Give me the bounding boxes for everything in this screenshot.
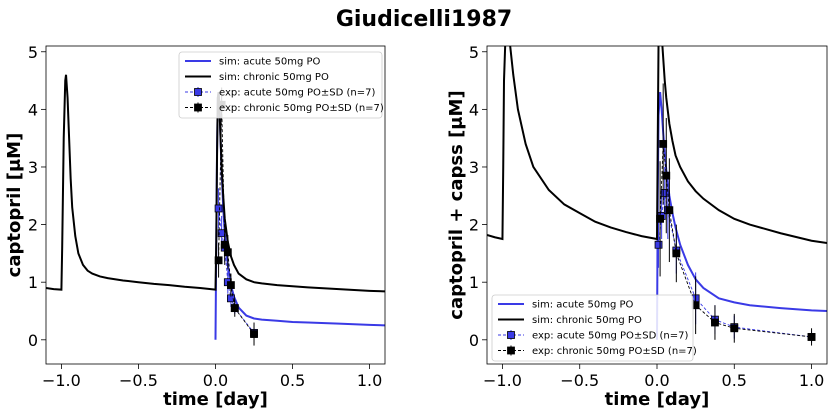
left-x-tick-label: −1.0 [42, 371, 81, 390]
right-y-tick-label: 0 [469, 331, 479, 350]
right-series-1-line [487, 46, 827, 245]
left-series-3-marker [250, 330, 258, 338]
right-series-0-line [656, 92, 827, 340]
right-legend-label: sim: chronic 50mg PO [532, 315, 642, 326]
left-plot-content [46, 74, 385, 346]
left-y-axis-label: captopril [μM] [4, 133, 25, 278]
left-y-tick-label: 1 [28, 273, 38, 292]
left-y-tick-label: 5 [28, 43, 38, 62]
right-legend-frame [491, 294, 694, 362]
left-y-tick-label: 3 [28, 158, 38, 177]
right-legend-marker [507, 331, 515, 339]
left-legend-marker [194, 103, 202, 112]
left-y-tick-label: 0 [28, 331, 38, 350]
right-series-3-marker [672, 249, 681, 258]
left-x-tick-label: 0.0 [203, 371, 228, 390]
right-legend: sim: acute 50mg PO sim: chronic 50mg PO ex… [491, 294, 697, 362]
left-panel: −1.0 −0.5 0.0 0.5 1.0 0 1 2 3 4 5 time [day] capto… [4, 43, 386, 410]
left-legend: sim: acute 50mg PO sim: chronic 50mg PO ex… [178, 51, 384, 119]
right-x-tick-label: 0.0 [644, 371, 669, 390]
right-series-2-marker [654, 240, 663, 249]
left-legend-frame [178, 51, 383, 119]
left-legend-label: sim: chronic 50mg PO [219, 72, 329, 83]
left-x-tick-label: 0.5 [280, 371, 305, 390]
right-y-tick-label: 3 [469, 158, 479, 177]
right-x-axis-label: time [day] [605, 389, 710, 410]
right-x-tick-label: 0.5 [722, 371, 747, 390]
right-y-tick-label: 4 [469, 100, 479, 119]
left-legend-label: exp: acute 50mg PO±SD (n=7) [219, 88, 375, 99]
right-series-3-marker [807, 333, 816, 341]
left-y-tick-label: 4 [28, 100, 38, 119]
left-legend-marker [194, 88, 202, 96]
left-series-0-line [214, 91, 385, 340]
left-x-tick-label: 1.0 [357, 371, 382, 390]
left-series-3-marker [227, 281, 235, 289]
left-series-3-marker [230, 304, 239, 313]
right-y-tick-label: 1 [469, 273, 479, 292]
left-ticks: −1.0 −0.5 0.0 0.5 1.0 0 1 2 3 4 5 [28, 43, 383, 390]
right-series-area [487, 46, 827, 346]
left-x-tick-label: −0.5 [119, 371, 158, 390]
figure-title: Giudicelli1987 [336, 7, 512, 32]
right-legend-label: sim: acute 50mg PO [532, 300, 634, 311]
right-series-3-marker [730, 324, 739, 333]
right-series-3-marker [656, 214, 664, 223]
right-series-3-marker [665, 206, 674, 215]
left-y-tick-label: 2 [28, 216, 38, 235]
right-x-tick-label: −1.0 [483, 371, 522, 390]
right-plot-content [487, 46, 827, 346]
right-y-tick-label: 5 [469, 43, 479, 62]
right-series-3-marker [662, 171, 671, 180]
right-ticks: −1.0 −0.5 0.0 0.5 1.0 0 1 2 3 4 5 [469, 43, 824, 390]
right-legend-label: exp: acute 50mg PO±SD (n=7) [532, 331, 688, 342]
right-x-tick-label: 1.0 [799, 371, 824, 390]
left-series-3-marker [214, 256, 223, 265]
right-x-tick-label: −0.5 [560, 371, 599, 390]
left-series-1-line [46, 74, 385, 293]
left-series-3-marker [220, 240, 229, 249]
right-legend-label: exp: chronic 50mg PO±SD (n=7) [532, 346, 697, 357]
right-panel: −1.0 −0.5 0.0 0.5 1.0 0 1 2 3 4 5 time [day] capto… [446, 43, 828, 410]
left-x-axis-label: time [day] [163, 389, 268, 410]
right-series-3-marker [711, 318, 719, 327]
left-series-area [46, 74, 385, 346]
right-y-axis-label: captopril + capss [μM] [446, 90, 467, 319]
left-legend-label: exp: chronic 50mg PO±SD (n=7) [219, 103, 384, 114]
right-y-tick-label: 2 [469, 216, 479, 235]
left-series-2-marker [214, 204, 223, 213]
right-series-3-marker [659, 140, 668, 148]
left-series-3-marker [223, 248, 232, 257]
left-legend-label: sim: acute 50mg PO [219, 57, 321, 68]
right-legend-marker [507, 346, 515, 355]
